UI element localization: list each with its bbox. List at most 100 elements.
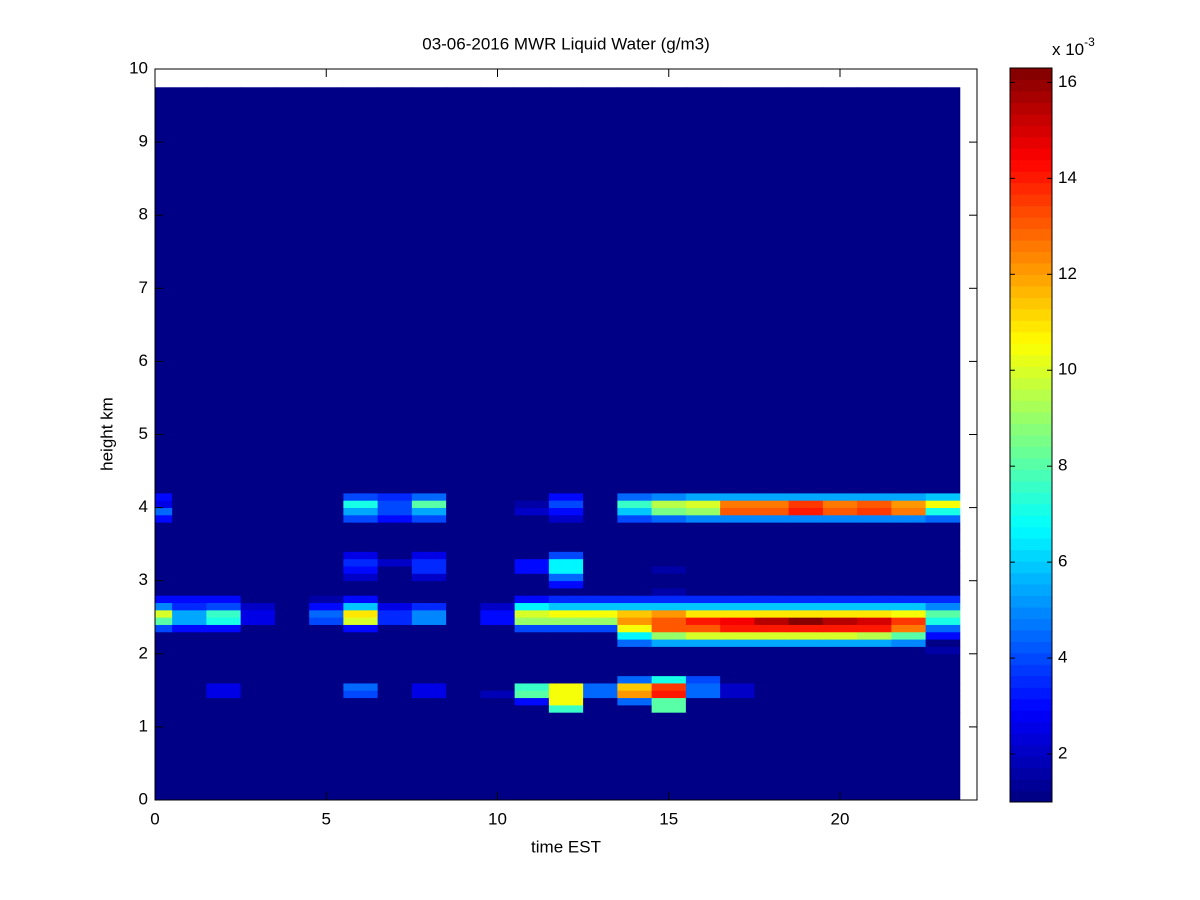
heat-cell — [651, 675, 687, 684]
heat-cell — [788, 631, 824, 640]
heat-cell — [925, 500, 961, 508]
heat-cell — [685, 690, 721, 699]
heat-cell — [274, 690, 310, 699]
heat-cell — [240, 573, 276, 582]
heat-cell — [891, 492, 927, 501]
heat-cell — [857, 653, 892, 677]
heat-cell — [480, 87, 516, 494]
colorbar-swatch — [1010, 274, 1052, 287]
heat-cell — [685, 558, 721, 567]
heat-cell — [172, 690, 207, 699]
heat-cell — [377, 500, 413, 508]
colorbar-swatch — [1010, 469, 1052, 482]
heat-cell — [925, 588, 961, 596]
heat-cell — [446, 602, 481, 611]
heat-cell — [925, 507, 961, 516]
heat-cell — [411, 595, 447, 604]
colorbar-swatch — [1010, 366, 1052, 379]
heat-cell — [411, 653, 447, 677]
heat-cell — [788, 704, 824, 713]
heat-cell — [514, 507, 550, 516]
colorbar-frame — [1009, 67, 1053, 803]
heat-cell — [685, 529, 721, 552]
heat-cell — [343, 87, 379, 494]
heat-cell — [788, 566, 824, 574]
heat-cell — [822, 653, 858, 677]
heat-cell — [651, 492, 687, 501]
heat-cell — [155, 712, 173, 801]
heat-cell — [891, 500, 927, 508]
heat-cell — [206, 588, 242, 596]
colorbar-swatch — [1010, 285, 1052, 298]
heat-cell — [925, 690, 961, 699]
heat-cell — [925, 712, 961, 801]
heat-cell — [651, 558, 687, 567]
heat-cell — [754, 87, 790, 494]
heat-cell — [583, 551, 618, 560]
heat-cell — [480, 551, 516, 560]
heat-cell — [617, 595, 653, 604]
colorbar-swatch — [1010, 767, 1052, 780]
heat-cell — [514, 646, 550, 655]
heat-cell — [274, 514, 310, 523]
heat-cell — [548, 529, 584, 552]
heat-cell — [720, 631, 755, 640]
heat-cell — [446, 609, 481, 618]
heat-cell — [480, 690, 516, 699]
colorbar-swatch — [1010, 320, 1052, 333]
heat-cell — [446, 653, 481, 677]
heat-cell — [822, 690, 858, 699]
colorbar-swatch — [1010, 113, 1052, 126]
heat-cell — [720, 529, 755, 552]
heat-cell — [343, 697, 379, 706]
heat-cell — [548, 646, 584, 655]
heat-cell — [720, 639, 755, 647]
heat-cell — [583, 653, 618, 677]
heat-cell — [309, 514, 344, 523]
heat-cell — [240, 500, 276, 508]
heat-cell — [822, 529, 858, 552]
heat-cell — [309, 683, 344, 691]
heat-cell — [514, 617, 550, 625]
heat-cell — [206, 580, 242, 589]
heat-cell — [857, 566, 892, 574]
heat-cell — [309, 617, 344, 625]
heat-cell — [240, 580, 276, 589]
heat-cell — [891, 595, 927, 604]
heat-cell — [617, 617, 653, 625]
heat-cell — [651, 595, 687, 604]
heat-cell — [617, 588, 653, 596]
colorbar-swatch — [1010, 136, 1052, 149]
heat-cell — [206, 500, 242, 508]
heat-cell — [377, 624, 413, 633]
y-tick-label: 1 — [139, 716, 148, 735]
heat-cell — [891, 573, 927, 582]
heat-cell — [822, 566, 858, 574]
heat-cell — [548, 639, 584, 647]
heat-cell — [446, 522, 481, 530]
heat-cell — [754, 704, 790, 713]
heat-cell — [514, 602, 550, 611]
heat-cell — [617, 631, 653, 640]
heat-cell — [514, 631, 550, 640]
heat-cell — [309, 507, 344, 516]
heat-cell — [548, 690, 584, 699]
heat-cell — [583, 566, 618, 574]
heat-cell — [240, 588, 276, 596]
heat-cell — [172, 639, 207, 647]
heat-cell — [720, 558, 755, 567]
heat-cell — [651, 683, 687, 691]
heat-cell — [583, 690, 618, 699]
heat-cell — [651, 624, 687, 633]
heat-cell — [480, 558, 516, 567]
heat-cell — [788, 712, 824, 801]
heat-cell — [685, 675, 721, 684]
heat-cell — [822, 617, 858, 625]
heat-cell — [377, 631, 413, 640]
heat-cell — [377, 522, 413, 530]
heat-cell — [274, 87, 310, 494]
heat-cell — [754, 617, 790, 625]
heat-cell — [480, 514, 516, 523]
heat-cell — [754, 558, 790, 567]
heat-cell — [172, 573, 207, 582]
